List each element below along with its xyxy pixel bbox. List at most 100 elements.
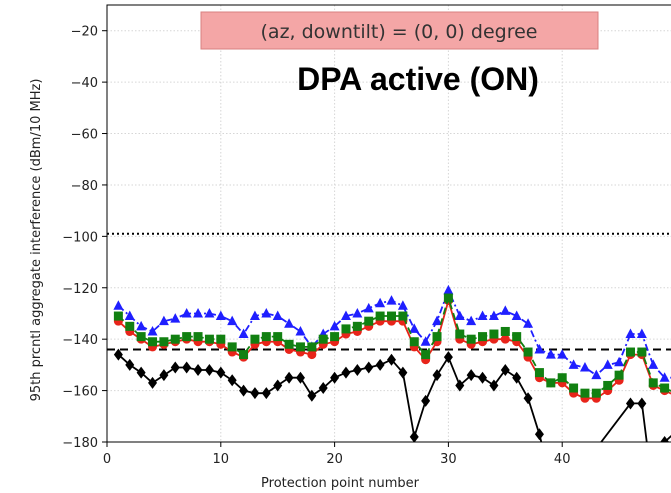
data-point-square <box>443 293 453 303</box>
data-point-diamond <box>307 389 317 402</box>
data-point-square <box>466 334 476 344</box>
x-tick-label: 0 <box>103 452 111 467</box>
data-point-triangle <box>466 315 477 326</box>
data-point-triangle <box>113 300 124 310</box>
data-point-triangle <box>147 325 158 336</box>
data-point-triangle <box>295 325 306 336</box>
data-point-diamond <box>318 382 328 395</box>
y-tick-label: −60 <box>71 128 98 143</box>
data-point-diamond <box>409 430 419 442</box>
data-point-diamond <box>534 428 544 441</box>
data-point-square <box>603 380 613 390</box>
data-point-triangle <box>238 328 249 339</box>
data-point-diamond <box>295 371 305 384</box>
data-point-square <box>182 332 192 342</box>
data-point-triangle <box>249 310 260 321</box>
data-point-triangle <box>432 315 443 326</box>
data-point-triangle <box>557 349 568 359</box>
data-point-square <box>204 334 214 344</box>
data-point-triangle <box>579 361 590 372</box>
data-point-square <box>227 342 237 352</box>
y-tick-label: −40 <box>71 76 98 91</box>
y-tick-label: −140 <box>62 333 98 348</box>
data-point-square <box>455 329 465 339</box>
data-point-diamond <box>113 348 123 361</box>
y-axis-ticks: −20 −40 −60 −80 −100 −120 −140 −160 −180 <box>62 25 107 451</box>
data-point-square <box>398 311 408 321</box>
data-point-diamond <box>204 364 214 377</box>
data-point-square <box>125 321 135 331</box>
plot-area <box>113 284 671 442</box>
data-point-triangle <box>375 297 386 308</box>
x-axis-ticks: 0102030405 <box>103 442 570 467</box>
black-diamond-series <box>113 348 671 442</box>
data-point-diamond <box>250 387 260 400</box>
green-square-series <box>113 293 671 398</box>
data-point-square <box>148 337 158 347</box>
data-point-square <box>512 332 522 342</box>
annotation-box <box>200 11 599 50</box>
data-point-diamond <box>512 371 522 384</box>
data-point-diamond <box>341 366 351 379</box>
data-point-diamond <box>443 351 453 364</box>
data-point-triangle <box>363 302 374 313</box>
data-point-triangle <box>158 315 169 326</box>
data-point-diamond <box>227 374 237 387</box>
data-point-diamond <box>387 353 396 366</box>
data-point-diamond <box>261 387 271 400</box>
data-point-triangle <box>215 310 226 321</box>
data-point-triangle <box>477 310 488 321</box>
data-point-square <box>159 337 169 347</box>
y-tick-label: −180 <box>62 436 98 451</box>
data-point-square <box>500 326 510 336</box>
data-point-diamond <box>125 358 135 371</box>
y-axis-label: 95th prcntl aggregate interference (dBm/… <box>29 79 44 402</box>
data-point-diamond <box>523 392 533 405</box>
data-point-triangle <box>124 310 135 321</box>
data-point-diamond <box>421 394 431 407</box>
data-point-triangle <box>614 356 625 367</box>
data-point-triangle <box>545 349 556 359</box>
data-point-diamond <box>216 366 226 379</box>
data-point-circle <box>500 334 510 344</box>
data-point-triangle <box>329 320 340 331</box>
data-point-square <box>318 334 328 344</box>
data-point-triangle <box>534 343 545 354</box>
data-point-square <box>375 311 385 321</box>
data-point-square <box>352 321 362 331</box>
y-tick-label: −160 <box>62 385 98 400</box>
data-point-diamond <box>148 376 158 389</box>
data-point-square <box>591 388 601 398</box>
data-point-triangle <box>511 310 522 321</box>
data-point-square <box>660 383 670 393</box>
x-tick-label: 30 <box>440 452 457 467</box>
data-point-square <box>625 347 635 357</box>
data-point-square <box>273 332 283 342</box>
data-point-triangle <box>386 295 397 305</box>
y-tick-label: −120 <box>62 282 98 297</box>
data-point-triangle <box>591 369 602 380</box>
data-point-triangle <box>636 328 647 339</box>
data-point-triangle <box>659 372 670 382</box>
data-point-diamond <box>284 371 294 384</box>
data-point-diamond <box>352 364 362 377</box>
data-point-square <box>170 334 180 344</box>
data-point-triangle <box>443 284 454 295</box>
data-point-triangle <box>648 359 659 369</box>
data-point-square <box>580 388 590 398</box>
data-point-square <box>113 311 123 321</box>
data-point-triangle <box>568 359 579 369</box>
y-tick-label: −100 <box>62 230 98 245</box>
data-point-diamond <box>455 379 465 392</box>
data-point-diamond <box>193 364 203 377</box>
data-point-triangle <box>625 328 636 339</box>
data-point-triangle <box>420 336 431 346</box>
series-group <box>113 284 671 442</box>
data-point-diamond <box>239 384 249 397</box>
data-point-diamond <box>170 361 180 374</box>
data-point-triangle <box>409 323 420 333</box>
data-point-square <box>489 329 499 339</box>
data-point-triangle <box>602 359 613 369</box>
data-point-triangle <box>500 305 511 315</box>
